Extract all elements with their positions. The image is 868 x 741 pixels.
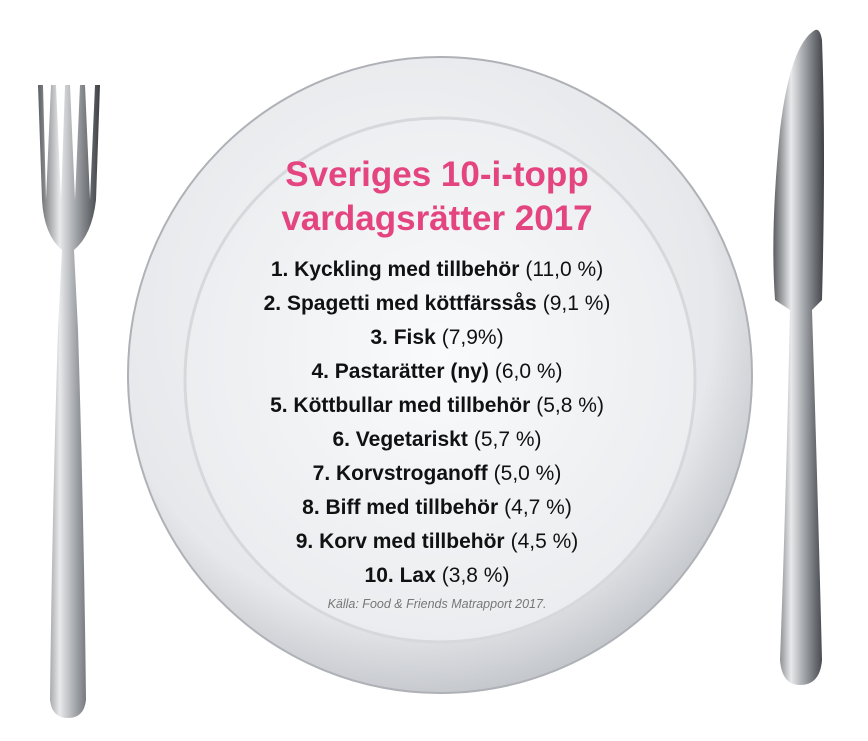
item-share: (11,0 %) bbox=[525, 258, 603, 281]
text-block: Sveriges 10-i-topp vardagsrätter 2017 1. K… bbox=[264, 155, 611, 611]
item-label: 4. Pastarätter (ny) bbox=[311, 360, 488, 383]
list-item: 7. Korvstroganoff (5,0 %) bbox=[313, 462, 562, 485]
item-label: 3. Fisk bbox=[370, 326, 436, 349]
title: Sveriges 10-i-topp bbox=[285, 155, 588, 194]
item-share: (7,9%) bbox=[442, 326, 504, 349]
item-label: 7. Korvstroganoff bbox=[313, 462, 489, 485]
list-item: 4. Pastarätter (ny) (6,0 %) bbox=[311, 360, 562, 383]
title: vardagsrätter 2017 bbox=[281, 199, 592, 238]
item-share: (9,1 %) bbox=[543, 292, 611, 315]
item-share: (4,7 %) bbox=[504, 496, 572, 519]
list-item: 6. Vegetariskt (5,7 %) bbox=[332, 428, 541, 451]
list-item: 1. Kyckling med tillbehör (11,0 %) bbox=[271, 258, 603, 281]
item-label: 5. Köttbullar med tillbehör bbox=[270, 394, 530, 417]
list-item: 5. Köttbullar med tillbehör (5,8 %) bbox=[270, 394, 604, 417]
item-share: (5,0 %) bbox=[494, 462, 562, 485]
item-label: 10. Lax bbox=[365, 564, 437, 587]
item-label: 6. Vegetariskt bbox=[332, 428, 467, 451]
item-label: 9. Korv med tillbehör bbox=[296, 530, 505, 553]
item-share: (5,7 %) bbox=[474, 428, 542, 451]
item-label: 8. Biff med tillbehör bbox=[302, 496, 498, 519]
item-label: 1. Kyckling med tillbehör bbox=[271, 258, 520, 281]
fork bbox=[38, 85, 100, 718]
item-share: (6,0 %) bbox=[495, 360, 563, 383]
list-item: 3. Fisk (7,9%) bbox=[370, 326, 503, 349]
item-share: (4,5 %) bbox=[511, 530, 579, 553]
item-label: 2. Spagetti med köttfärssås bbox=[264, 292, 537, 315]
list-item: 2. Spagetti med köttfärssås (9,1 %) bbox=[264, 292, 611, 315]
list-item: 9. Korv med tillbehör (4,5 %) bbox=[296, 530, 579, 553]
list-item: 8. Biff med tillbehör (4,7 %) bbox=[302, 496, 572, 519]
plate-well bbox=[183, 116, 697, 644]
item-share: (5,8 %) bbox=[536, 394, 604, 417]
list-item: 10. Lax (3,8 %) bbox=[365, 564, 510, 587]
source: Källa: Food & Friends Matrapport 2017. bbox=[328, 597, 547, 611]
knife bbox=[773, 29, 824, 685]
item-share: (3,8 %) bbox=[442, 564, 510, 587]
